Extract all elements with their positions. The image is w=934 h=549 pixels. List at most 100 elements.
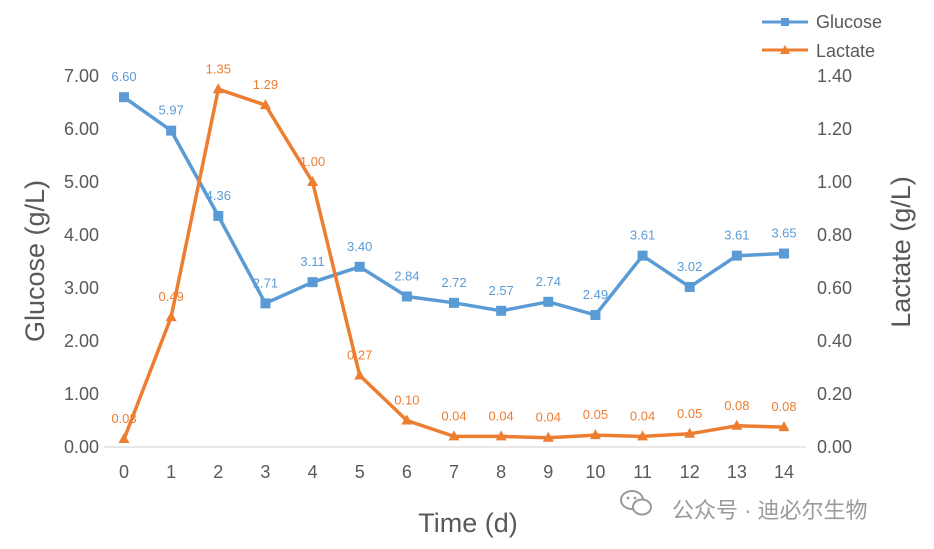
- x-tick-label: 9: [543, 462, 553, 482]
- glucose-point: [590, 310, 601, 321]
- legend-lactate-marker: [780, 45, 790, 54]
- x-axis-title: Time (d): [418, 508, 518, 538]
- glucose-point: [213, 210, 224, 221]
- lactate-data-label: 0.04: [536, 410, 561, 425]
- right-y-tick-label: 0.20: [817, 384, 852, 404]
- right-y-tick-label: 1.20: [817, 119, 852, 139]
- glucose-data-label: 2.84: [394, 268, 419, 283]
- lactate-data-label: 0.49: [158, 289, 183, 304]
- glucose-point: [119, 92, 129, 103]
- right-y-tick-labels: 0.00 0.20 0.40 0.60 0.80 1.00 1.20 1.40: [817, 66, 852, 457]
- legend-glucose-marker: [781, 18, 789, 26]
- lactate-data-label: 0.05: [677, 406, 702, 421]
- glucose-data-label: 4.36: [206, 188, 231, 203]
- left-y-tick-label: 0.00: [64, 437, 99, 457]
- left-y-tick-label: 7.00: [64, 66, 99, 86]
- lactate-data-label: 0.08: [724, 398, 749, 413]
- left-y-tick-label: 4.00: [64, 225, 99, 245]
- data-labels: 6.60 5.97 4.36 2.71 3.11 3.40 2.84 2.72 2.57 2.74…: [111, 61, 796, 426]
- glucose-data-label: 6.60: [111, 69, 136, 84]
- left-y-tick-labels: 0.00 1.00 2.00 3.00 4.00 5.00 6.00 7.00: [64, 66, 99, 457]
- lactate-point: [307, 176, 319, 186]
- lactate-point: [448, 430, 460, 441]
- glucose-point: [401, 291, 412, 302]
- glucose-data-label: 3.40: [347, 239, 372, 254]
- lactate-point: [401, 414, 413, 425]
- right-y-tick-label: 0.00: [817, 437, 852, 457]
- lactate-data-label: 0.05: [583, 407, 608, 422]
- x-tick-label: 14: [774, 462, 794, 482]
- glucose-data-label: 3.11: [300, 254, 324, 269]
- glucose-data-label: 3.61: [630, 228, 655, 243]
- series-layer: [118, 83, 790, 444]
- lactate-point: [684, 427, 696, 438]
- glucose-point: [354, 261, 365, 272]
- glucose-data-label: 2.72: [441, 275, 466, 290]
- x-tick-label: 7: [449, 462, 459, 482]
- glucose-point: [684, 281, 695, 292]
- lactate-point: [259, 99, 271, 110]
- lactate-point: [731, 419, 743, 430]
- lactate-point: [778, 421, 790, 432]
- glucose-data-label: 3.65: [771, 226, 796, 241]
- glucose-point: [731, 250, 742, 261]
- right-y-tick-label: 0.80: [817, 225, 852, 245]
- glucose-point: [307, 277, 318, 288]
- x-tick-label: 11: [633, 462, 652, 482]
- right-y-tick-label: 1.40: [817, 66, 852, 86]
- watermark-text: 公众号 · 迪必尔生物: [672, 498, 868, 523]
- lactate-point: [118, 433, 130, 444]
- x-tick-label: 1: [166, 462, 176, 482]
- glucose-point: [260, 298, 271, 309]
- x-tick-label: 2: [213, 462, 223, 482]
- legend-glucose-label: Glucose: [816, 12, 882, 32]
- glucose-point: [779, 248, 789, 259]
- lactate-point: [542, 431, 554, 442]
- x-tick-label: 4: [308, 462, 318, 482]
- glucose-data-label: 3.61: [724, 228, 749, 243]
- wechat-icon: [620, 490, 652, 516]
- glucose-point: [496, 305, 507, 316]
- legend-item-glucose: Glucose: [762, 12, 882, 32]
- left-y-tick-label: 1.00: [64, 384, 99, 404]
- glucose-data-label: 2.57: [488, 283, 513, 298]
- glucose-data-label: 5.97: [158, 103, 183, 118]
- lactate-point: [637, 430, 649, 441]
- glucose-data-label: 2.49: [583, 287, 608, 302]
- glucose-data-label: 2.74: [536, 274, 561, 289]
- x-tick-labels: 0 1 2 3 4 5 6 7 8 9 10 11 12 13 14: [119, 462, 794, 482]
- lactate-point: [212, 83, 224, 94]
- x-tick-label: 13: [727, 462, 747, 482]
- legend-item-lactate: Lactate: [762, 41, 875, 61]
- legend: Glucose Lactate: [762, 12, 882, 61]
- glucose-data-label: 2.71: [253, 275, 278, 290]
- lactate-data-label: 1.35: [206, 61, 231, 76]
- lactate-point: [354, 369, 366, 380]
- left-y-tick-label: 2.00: [64, 331, 99, 351]
- lactate-data-label: 0.04: [630, 408, 655, 423]
- right-y-axis-title: Lactate (g/L): [886, 176, 916, 328]
- right-y-tick-label: 0.40: [817, 331, 852, 351]
- lactate-data-label: 1.29: [253, 77, 278, 92]
- lactate-data-label: 0.03: [111, 411, 136, 426]
- right-y-tick-label: 0.60: [817, 278, 852, 298]
- left-y-axis-title: Glucose (g/L): [20, 180, 50, 342]
- lactate-data-label: 1.00: [300, 154, 325, 169]
- lactate-point: [165, 311, 177, 322]
- glucose-point: [166, 125, 177, 136]
- lactate-point: [589, 429, 601, 440]
- x-tick-label: 0: [119, 462, 129, 482]
- x-tick-label: 5: [355, 462, 365, 482]
- x-tick-label: 10: [585, 462, 605, 482]
- lactate-data-label: 0.04: [441, 408, 466, 423]
- left-y-tick-label: 6.00: [64, 119, 99, 139]
- x-tick-label: 3: [260, 462, 270, 482]
- lactate-data-label: 0.10: [394, 393, 419, 408]
- left-y-tick-label: 5.00: [64, 172, 99, 192]
- left-y-tick-label: 3.00: [64, 278, 99, 298]
- glucose-data-label: 3.02: [677, 259, 702, 274]
- glucose-point: [543, 296, 554, 307]
- legend-lactate-label: Lactate: [816, 41, 875, 61]
- x-tick-label: 8: [496, 462, 506, 482]
